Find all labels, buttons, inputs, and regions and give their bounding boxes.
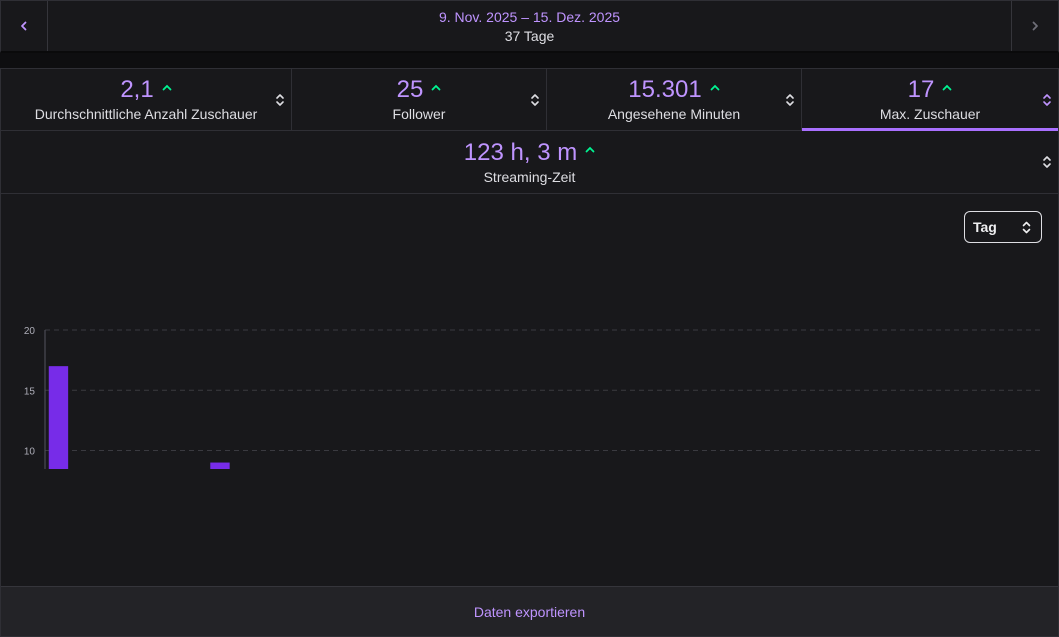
metric-header: 15.301 — [628, 76, 720, 103]
caret-up-icon — [431, 84, 441, 91]
export-data-button[interactable]: Daten exportieren — [473, 603, 586, 620]
sort-icon[interactable] — [785, 93, 795, 107]
caret-up-icon — [710, 84, 720, 91]
caret-up-icon — [162, 84, 172, 91]
caret-up-icon — [942, 84, 952, 91]
interval-select[interactable]: Tag — [964, 211, 1042, 243]
metric-value: 17 — [907, 76, 935, 103]
previous-period-button[interactable] — [1, 1, 48, 51]
chevron-left-icon — [21, 21, 27, 31]
export-bar: Daten exportieren — [1, 586, 1058, 636]
day-count: 37 Tage — [504, 27, 555, 44]
tab-minutes-watched[interactable]: 15.301 Angesehene Minuten — [547, 69, 802, 130]
metric-header: 123 h, 3 m — [463, 138, 595, 166]
y-tick-label: 20 — [24, 326, 36, 337]
metric-label: Durchschnittliche Anzahl Zuschauer — [34, 106, 258, 122]
metric-label: Follower — [392, 106, 446, 122]
metric-label: Angesehene Minuten — [607, 106, 741, 122]
metric-value: 15.301 — [628, 76, 702, 103]
tab-follower[interactable]: 25 Follower — [292, 69, 547, 130]
sort-icon[interactable] — [1042, 155, 1052, 169]
sort-icon[interactable] — [1042, 93, 1052, 107]
sort-icon — [1022, 221, 1031, 233]
tab-streaming-time[interactable]: 123 h, 3 m Streaming-Zeit — [1, 131, 1058, 194]
metric-header: 2,1 — [120, 76, 172, 103]
interval-select-value: Tag — [973, 219, 997, 235]
tab-max-viewers[interactable]: 17 Max. Zuschauer — [802, 69, 1058, 131]
metric-label: Streaming-Zeit — [483, 168, 576, 185]
metric-header: 17 — [908, 77, 953, 103]
date-range-text: 9. Nov. 2025 – 15. Dez. 2025 — [438, 8, 621, 25]
metric-value: 2,1 — [120, 76, 154, 103]
metric-tabs: 2,1 Durchschnittliche Anzahl Zuschauer 2… — [1, 69, 1058, 131]
y-tick-label: 10 — [24, 447, 36, 458]
sort-icon[interactable] — [530, 93, 540, 107]
metric-value: 25 — [396, 76, 424, 103]
metric-label: Max. Zuschauer — [879, 106, 981, 122]
chevron-right-icon — [1032, 21, 1038, 31]
bar — [48, 366, 69, 469]
y-tick-label: 15 — [24, 386, 36, 397]
max-viewers-chart: 051015209. Nov.17. Nov.25. Nov.3. Dez.11… — [24, 326, 1041, 469]
sort-icon[interactable] — [275, 93, 285, 107]
metric-header: 25 — [397, 77, 442, 103]
metric-value: 123 h, 3 m — [463, 138, 578, 166]
bar — [210, 462, 230, 469]
caret-up-icon — [585, 146, 595, 153]
next-period-button[interactable] — [1011, 1, 1058, 51]
date-range[interactable]: 9. Nov. 2025 – 15. Dez. 2025 37 Tage — [48, 1, 1011, 51]
stats-panel: 2,1 Durchschnittliche Anzahl Zuschauer 2… — [0, 68, 1059, 637]
date-navigation: 9. Nov. 2025 – 15. Dez. 2025 37 Tage — [0, 0, 1059, 53]
tab-average-viewers[interactable]: 2,1 Durchschnittliche Anzahl Zuschauer — [1, 69, 292, 130]
